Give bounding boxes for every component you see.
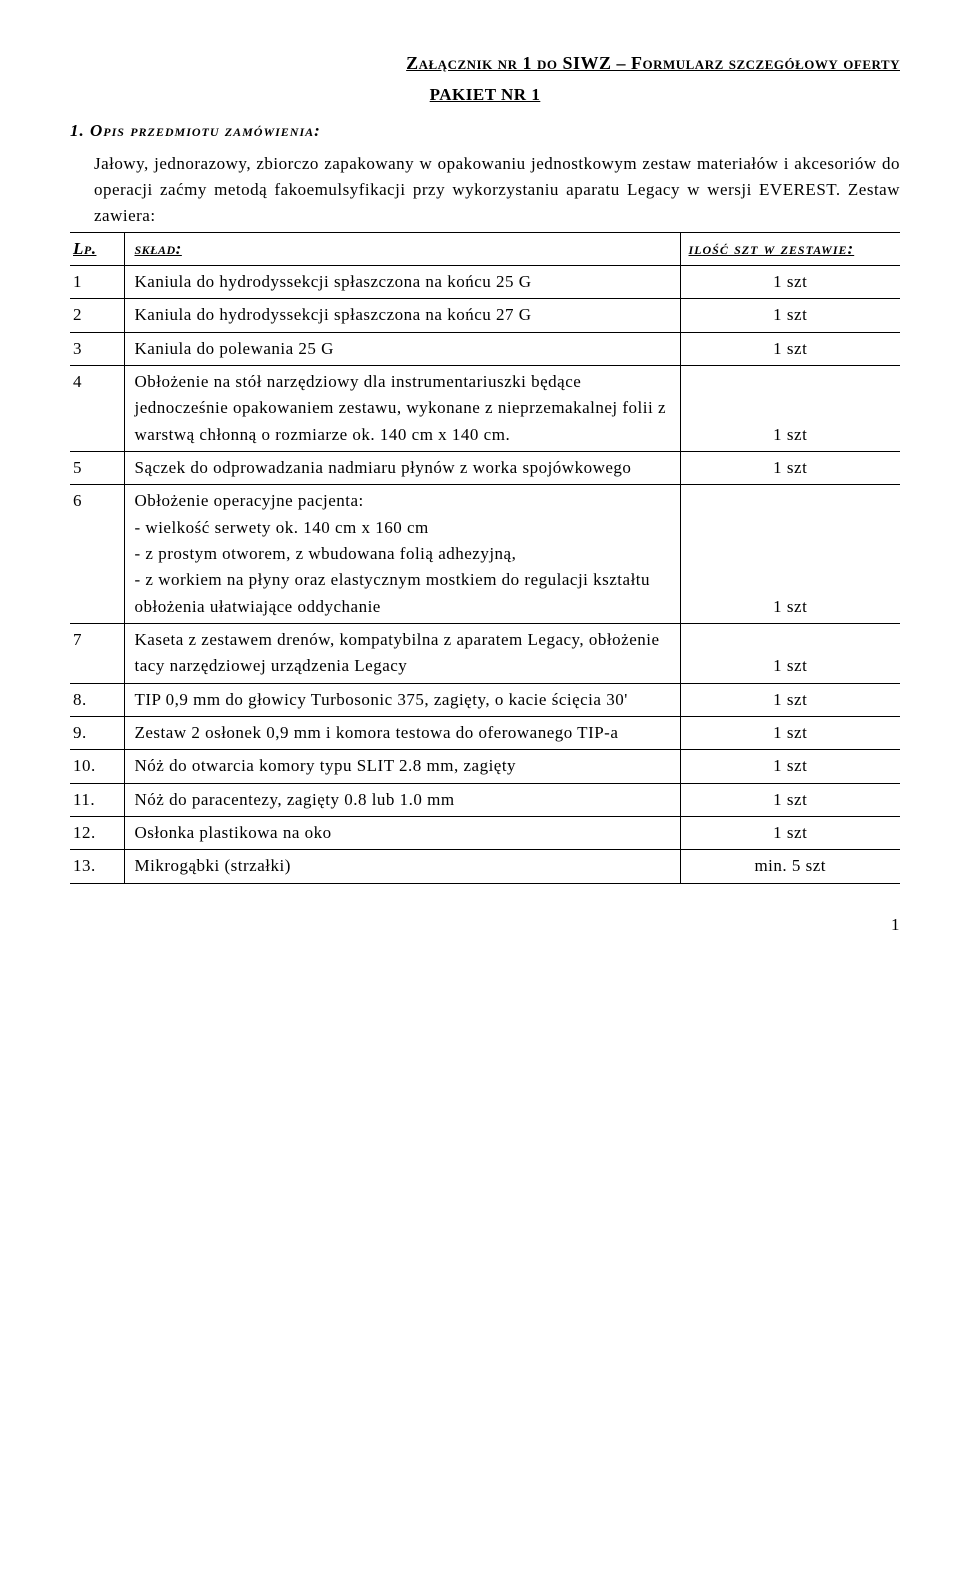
table-row: 11.Nóż do paracentezy, zagięty 0.8 lub 1… xyxy=(70,783,900,816)
cell-lp: 11. xyxy=(70,783,124,816)
cell-desc: TIP 0,9 mm do głowicy Turbosonic 375, za… xyxy=(124,683,680,716)
table-row: 5Sączek do odprowadzania nadmiaru płynów… xyxy=(70,452,900,485)
table-row: 12.Osłonka plastikowa na oko1 szt xyxy=(70,817,900,850)
th-sklad: skład: xyxy=(135,239,182,258)
table-row: 10.Nóż do otwarcia komory typu SLIT 2.8 … xyxy=(70,750,900,783)
items-table: Lp. skład: ilość szt w zestawie: 1Kaniul… xyxy=(70,232,900,884)
cell-lp: 1 xyxy=(70,265,124,298)
cell-qty: 1 szt xyxy=(680,717,900,750)
cell-desc: Kaniula do hydrodyssekcji spłaszczona na… xyxy=(124,299,680,332)
table-row: 13.Mikrogąbki (strzałki)min. 5 szt xyxy=(70,850,900,883)
cell-desc: Obłożenie operacyjne pacjenta:- wielkość… xyxy=(124,485,680,624)
cell-desc: Zestaw 2 osłonek 0,9 mm i komora testowa… xyxy=(124,717,680,750)
cell-desc: Kaniula do polewania 25 G xyxy=(124,332,680,365)
table-row: 4Obłożenie na stół narzędziowy dla instr… xyxy=(70,365,900,451)
cell-qty: 1 szt xyxy=(680,750,900,783)
cell-qty: 1 szt xyxy=(680,265,900,298)
page-number: 1 xyxy=(70,912,900,938)
th-qty: ilość szt w zestawie: xyxy=(689,239,855,258)
table-row: 1Kaniula do hydrodyssekcji spłaszczona n… xyxy=(70,265,900,298)
section-1-intro: Jałowy, jednorazowy, zbiorczo zapakowany… xyxy=(94,151,900,230)
cell-qty: 1 szt xyxy=(680,332,900,365)
cell-lp: 5 xyxy=(70,452,124,485)
cell-lp: 4 xyxy=(70,365,124,451)
table-header-row: Lp. skład: ilość szt w zestawie: xyxy=(70,232,900,265)
cell-qty: 1 szt xyxy=(680,452,900,485)
cell-lp: 13. xyxy=(70,850,124,883)
cell-desc: Sączek do odprowadzania nadmiaru płynów … xyxy=(124,452,680,485)
cell-lp: 2 xyxy=(70,299,124,332)
cell-qty: min. 5 szt xyxy=(680,850,900,883)
cell-desc: Nóż do otwarcia komory typu SLIT 2.8 mm,… xyxy=(124,750,680,783)
cell-qty: 1 szt xyxy=(680,365,900,451)
cell-lp: 9. xyxy=(70,717,124,750)
table-row: 7Kaseta z zestawem drenów, kompatybilna … xyxy=(70,624,900,684)
table-row: 6Obłożenie operacyjne pacjenta:- wielkoś… xyxy=(70,485,900,624)
section-1-title: 1. Opis przedmiotu zamówienia: xyxy=(70,118,900,144)
cell-desc: Obłożenie na stół narzędziowy dla instru… xyxy=(124,365,680,451)
th-lp: Lp. xyxy=(73,239,96,258)
cell-lp: 12. xyxy=(70,817,124,850)
cell-lp: 7 xyxy=(70,624,124,684)
cell-lp: 10. xyxy=(70,750,124,783)
cell-qty: 1 szt xyxy=(680,783,900,816)
cell-lp: 3 xyxy=(70,332,124,365)
cell-qty: 1 szt xyxy=(680,299,900,332)
cell-qty: 1 szt xyxy=(680,817,900,850)
cell-qty: 1 szt xyxy=(680,624,900,684)
cell-qty: 1 szt xyxy=(680,683,900,716)
header-attachment: Załącznik nr 1 do SIWZ – Formularz szcze… xyxy=(70,50,900,78)
cell-desc: Kaseta z zestawem drenów, kompatybilna z… xyxy=(124,624,680,684)
header-package: PAKIET NR 1 xyxy=(70,82,900,108)
table-row: 3Kaniula do polewania 25 G1 szt xyxy=(70,332,900,365)
cell-lp: 8. xyxy=(70,683,124,716)
table-row: 8.TIP 0,9 mm do głowicy Turbosonic 375, … xyxy=(70,683,900,716)
table-row: 9.Zestaw 2 osłonek 0,9 mm i komora testo… xyxy=(70,717,900,750)
cell-desc: Osłonka plastikowa na oko xyxy=(124,817,680,850)
cell-desc: Kaniula do hydrodyssekcji spłaszczona na… xyxy=(124,265,680,298)
cell-lp: 6 xyxy=(70,485,124,624)
cell-desc: Nóż do paracentezy, zagięty 0.8 lub 1.0 … xyxy=(124,783,680,816)
table-row: 2Kaniula do hydrodyssekcji spłaszczona n… xyxy=(70,299,900,332)
cell-desc: Mikrogąbki (strzałki) xyxy=(124,850,680,883)
cell-qty: 1 szt xyxy=(680,485,900,624)
